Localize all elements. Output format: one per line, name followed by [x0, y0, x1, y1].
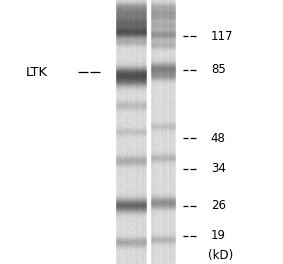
Text: 48: 48 — [211, 132, 226, 145]
Text: 34: 34 — [211, 162, 226, 175]
Text: 85: 85 — [211, 63, 226, 76]
Text: 26: 26 — [211, 199, 226, 212]
Text: (kD): (kD) — [208, 249, 233, 262]
Text: 117: 117 — [211, 30, 233, 43]
Text: 19: 19 — [211, 229, 226, 242]
Text: LTK: LTK — [25, 66, 48, 79]
